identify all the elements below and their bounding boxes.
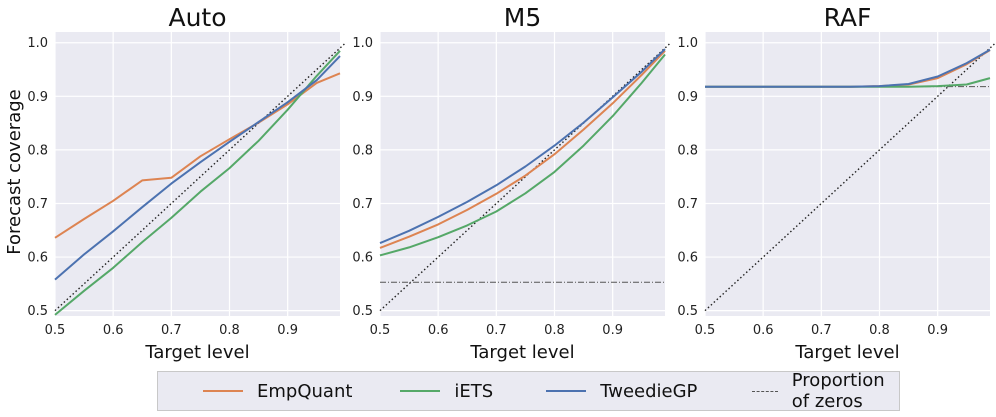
x-axis-label: Target level [469,342,574,363]
y-tick-label: 0.5 [352,304,373,319]
plot-area [55,32,340,316]
legend-item: EmpQuant [203,381,352,402]
y-tick-label: 0.5 [677,304,698,319]
x-axis-label: Target level [794,342,899,363]
panel-m5: 0.5 0.6 0.7 0.8 0.9 0.5 0.6 0.7 0.8 0.9 1.0 M5 Targe… [352,3,672,363]
series-iets [379,53,666,257]
series-tweediegp [379,48,666,245]
legend: EmpQuant iETS TweedieGP Proportion of zeros [157,370,900,412]
y-tick-label: 0.5 [27,304,48,319]
x-tick-label: 0.5 [695,323,716,338]
y-axis-label: Forecast coverage [4,89,25,254]
panel-auto: 0.5 0.6 0.7 0.8 0.9 0.5 0.6 0.7 0.8 0.9 1.0 Auto Tar… [27,3,347,363]
x-tick-label: 0.8 [544,323,565,338]
y-tick-label: 0.6 [27,251,48,266]
panel-title: M5 [504,3,541,32]
x-tick-label: 0.5 [370,323,391,338]
y-tick-label: 0.9 [352,90,373,105]
y-tick-label: 1.0 [352,36,373,51]
x-tick-label: 0.7 [811,323,832,338]
x-tick-label: 0.6 [753,323,774,338]
y-tick-label: 0.7 [677,197,698,212]
x-tick-label: 0.8 [219,323,240,338]
x-tick-label: 0.6 [428,323,449,338]
plot-area [380,32,665,316]
x-tick-label: 0.8 [869,323,890,338]
legend-item: TweedieGP [546,381,697,402]
series-iets [54,50,341,316]
legend-swatch [400,390,441,392]
series-empquant [379,50,666,249]
legend-swatch [752,390,778,392]
y-tick-label: 0.8 [27,143,48,158]
y-tick-label: 0.7 [27,197,48,212]
legend-label: Proportion of zeros [791,370,885,412]
y-tick-label: 0.8 [352,143,373,158]
x-tick-label: 0.7 [161,323,182,338]
legend-label: TweedieGP [600,380,698,402]
panel-title: RAF [824,3,872,32]
x-tick-label: 0.7 [486,323,507,338]
plot-area [705,32,990,316]
series-tweediegp [705,48,991,88]
y-tick-label: 0.6 [352,251,373,266]
x-tick-label: 0.9 [602,323,623,338]
x-axis-label: Target level [144,342,249,363]
legend-swatch [203,390,243,392]
y-tick-label: 1.0 [677,36,698,51]
y-tick-label: 0.8 [677,143,698,158]
panel-title: Auto [168,3,226,32]
legend-swatch [546,390,587,392]
series-tweediegp [54,55,341,281]
legend-label: iETS [454,380,494,402]
x-tick-label: 0.6 [103,323,124,338]
x-tick-label: 0.9 [277,323,298,338]
legend-item: Proportion of zeros [752,370,899,412]
y-tick-label: 0.9 [27,90,48,105]
y-tick-label: 0.9 [677,90,698,105]
x-tick-label: 0.5 [45,323,66,338]
y-tick-label: 0.6 [677,251,698,266]
panel-raf: 0.5 0.6 0.7 0.8 0.9 0.5 0.6 0.7 0.8 0.9 1.0 RAF Targ… [677,3,996,363]
y-tick-label: 0.7 [352,197,373,212]
x-tick-label: 0.9 [927,323,948,338]
legend-item: iETS [400,381,493,402]
y-tick-label: 1.0 [27,36,48,51]
legend-label: EmpQuant [257,380,353,402]
